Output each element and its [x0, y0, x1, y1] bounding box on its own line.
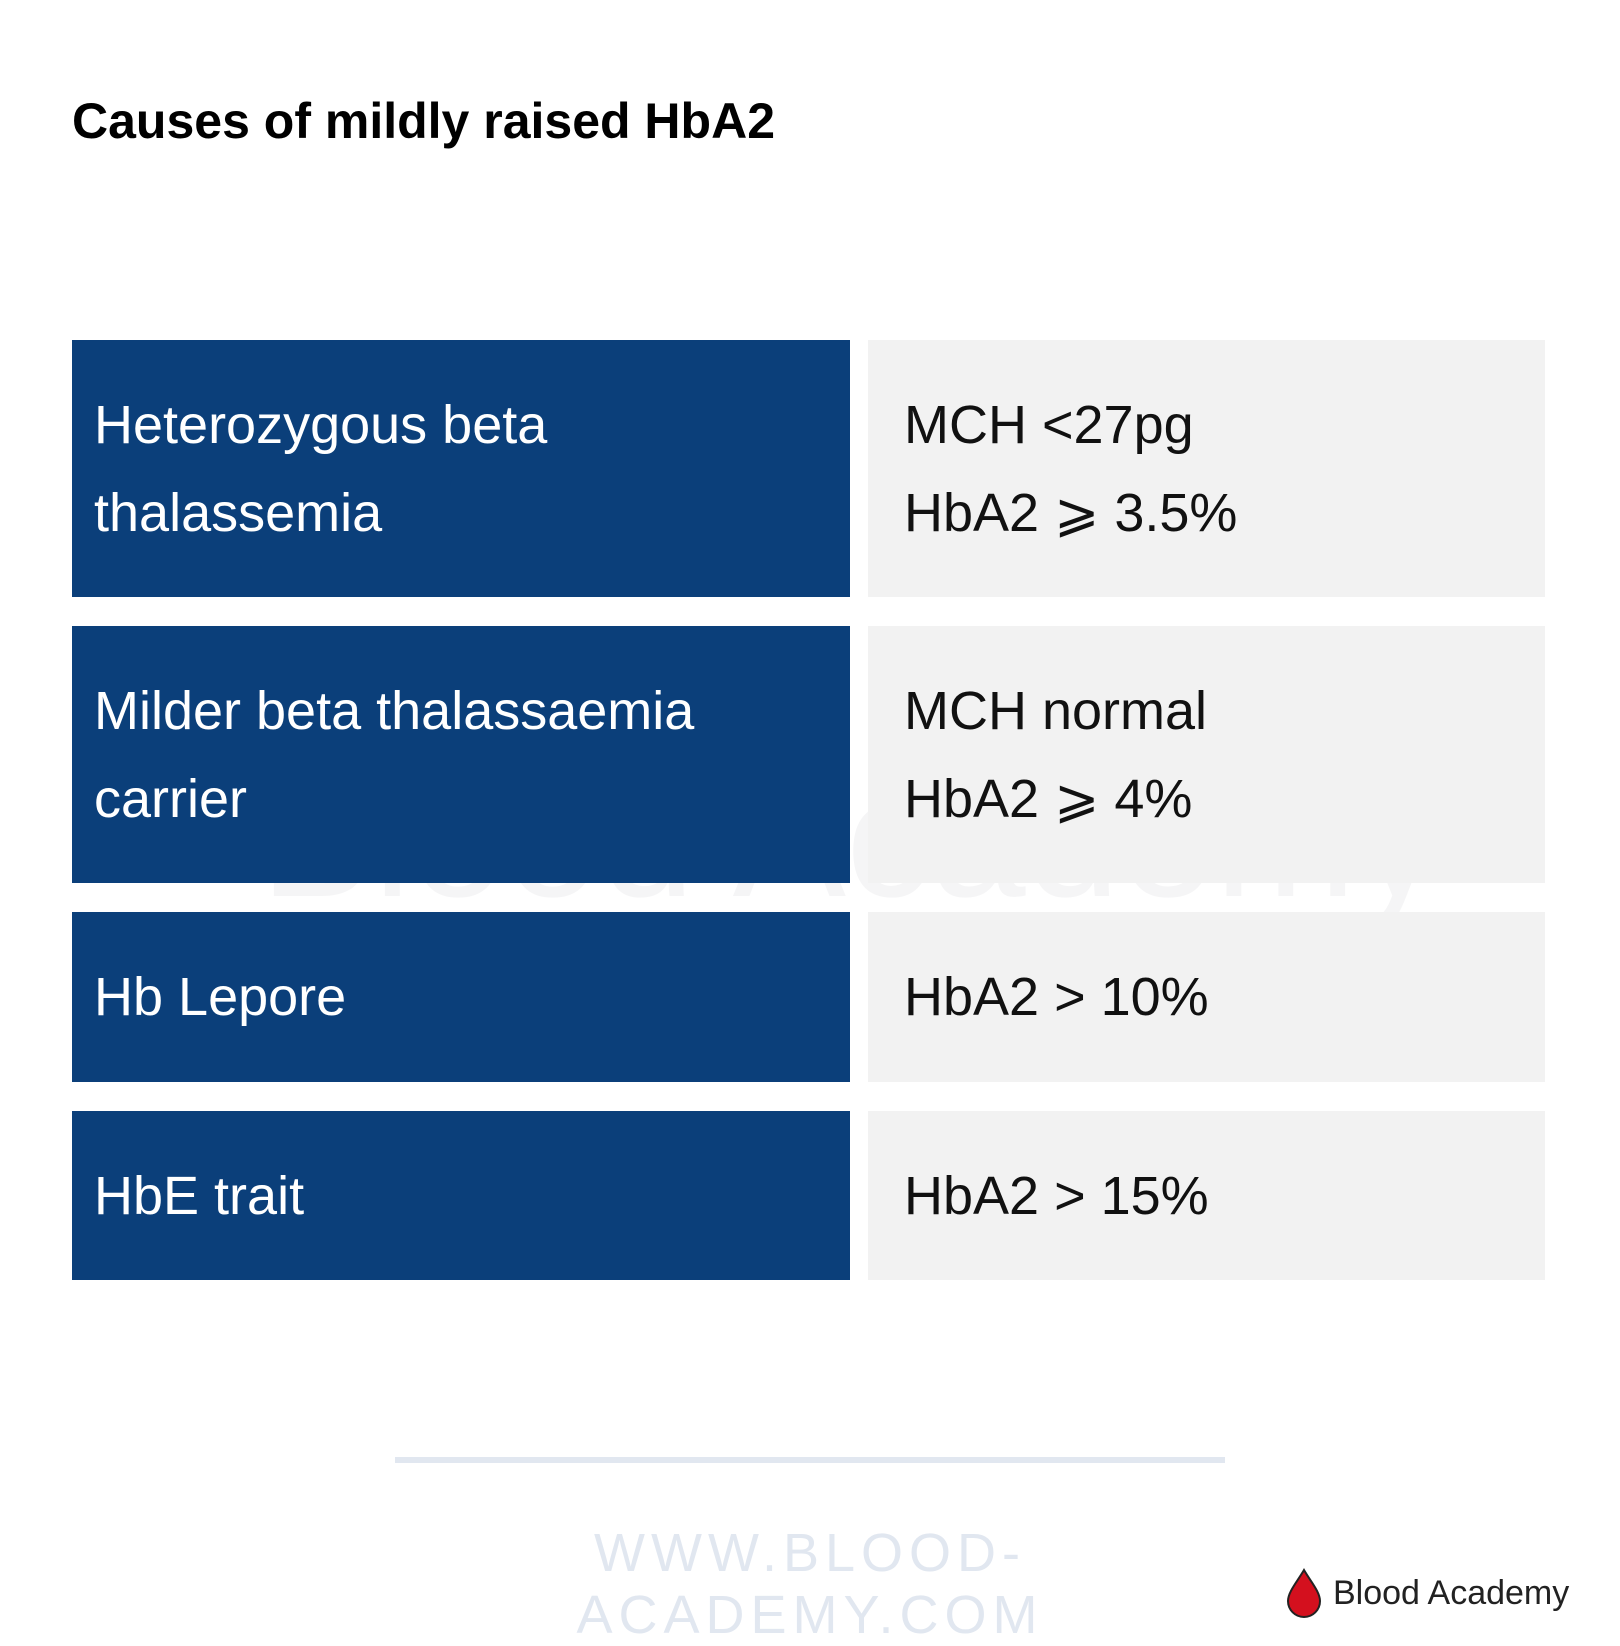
criteria-cell: HbA2 > 15% [868, 1111, 1545, 1280]
title: Causes of mildly raised HbA2 [72, 93, 776, 149]
criteria-line: HbA2 ⩾ 3.5% [904, 482, 1238, 543]
cause-cell: Milder beta thalassaemia carrier [72, 626, 850, 883]
logo-icon [1286, 1568, 1322, 1618]
cause-cell: Heterozygous beta thalassemia [72, 340, 850, 597]
cause-line: thalassemia [94, 482, 383, 543]
footer-url: WWW.BLOOD-ACADEMY.COM [576, 1523, 1044, 1645]
cause-line: carrier [94, 768, 248, 829]
criteria-line: MCH <27pg [904, 394, 1194, 455]
criteria-line: MCH normal [904, 680, 1208, 741]
cause-line: Hb Lepore [94, 967, 347, 1027]
criteria-cell: MCH <27pg HbA2 ⩾ 3.5% [868, 340, 1545, 597]
cause-line: Heterozygous beta [94, 394, 548, 455]
criteria-line: HbA2 > 15% [904, 1165, 1209, 1226]
cause-cell: Hb Lepore [72, 912, 850, 1082]
criteria-cell: MCH normal HbA2 ⩾ 4% [868, 626, 1545, 883]
criteria-line: HbA2 > 10% [904, 967, 1209, 1027]
criteria-line: HbA2 ⩾ 4% [904, 768, 1193, 829]
divider [395, 1457, 1225, 1463]
criteria-cell: HbA2 > 10% [868, 912, 1545, 1082]
cause-cell: HbE trait [72, 1111, 850, 1280]
cause-line: Milder beta thalassaemia [94, 680, 695, 741]
cause-line: HbE trait [94, 1165, 305, 1226]
logo-text: Blood Academy [1333, 1573, 1570, 1612]
logo: Blood Academy [1285, 1568, 1569, 1618]
